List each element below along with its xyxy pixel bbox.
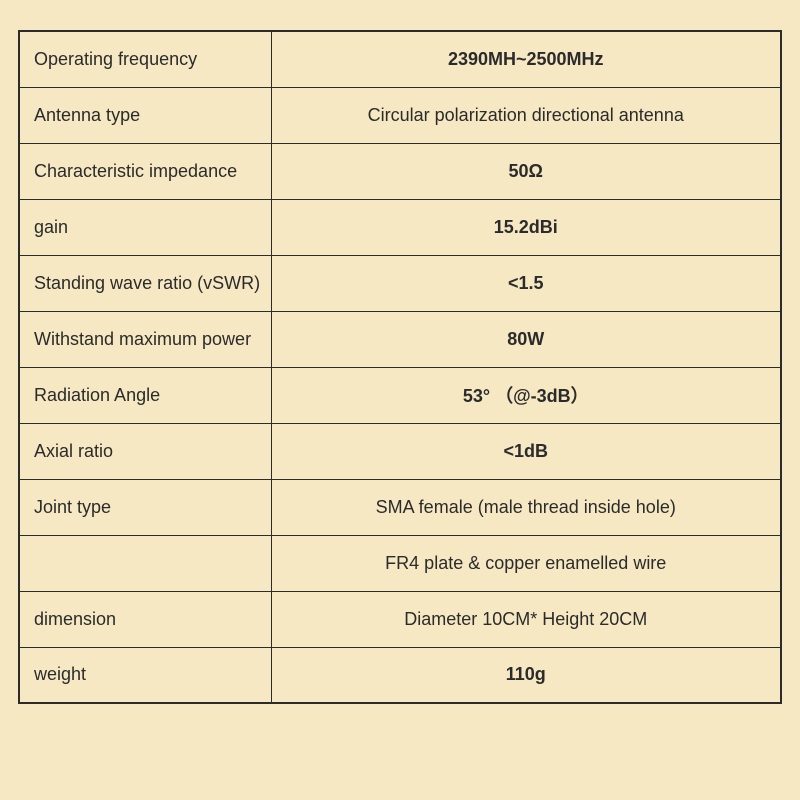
spec-label: Standing wave ratio (vSWR) bbox=[19, 255, 271, 311]
spec-label: Radiation Angle bbox=[19, 367, 271, 423]
table-row: Axial ratio <1dB bbox=[19, 423, 781, 479]
spec-value: FR4 plate & copper enamelled wire bbox=[271, 535, 781, 591]
spec-value: Diameter 10CM* Height 20CM bbox=[271, 591, 781, 647]
spec-label: Operating frequency bbox=[19, 31, 271, 87]
spec-label: gain bbox=[19, 199, 271, 255]
spec-value: <1dB bbox=[271, 423, 781, 479]
table-row: Standing wave ratio (vSWR) <1.5 bbox=[19, 255, 781, 311]
table-row: Antenna type Circular polarization direc… bbox=[19, 87, 781, 143]
spec-value: 50Ω bbox=[271, 143, 781, 199]
table-row: FR4 plate & copper enamelled wire bbox=[19, 535, 781, 591]
spec-label: weight bbox=[19, 647, 271, 703]
spec-label: Joint type bbox=[19, 479, 271, 535]
table-row: Characteristic impedance 50Ω bbox=[19, 143, 781, 199]
spec-value: SMA female (male thread inside hole) bbox=[271, 479, 781, 535]
spec-label: dimension bbox=[19, 591, 271, 647]
spec-value: 2390MH~2500MHz bbox=[271, 31, 781, 87]
spec-label: Withstand maximum power bbox=[19, 311, 271, 367]
table-row: Withstand maximum power 80W bbox=[19, 311, 781, 367]
table-row: Joint type SMA female (male thread insid… bbox=[19, 479, 781, 535]
spec-value: 53° （@-3dB） bbox=[271, 367, 781, 423]
table-row: gain 15.2dBi bbox=[19, 199, 781, 255]
spec-label: Antenna type bbox=[19, 87, 271, 143]
table-row: Radiation Angle 53° （@-3dB） bbox=[19, 367, 781, 423]
spec-value: 110g bbox=[271, 647, 781, 703]
specification-table: Operating frequency 2390MH~2500MHz Anten… bbox=[18, 30, 782, 704]
table-row: Operating frequency 2390MH~2500MHz bbox=[19, 31, 781, 87]
table-row: dimension Diameter 10CM* Height 20CM bbox=[19, 591, 781, 647]
spec-value: 80W bbox=[271, 311, 781, 367]
spec-table-body: Operating frequency 2390MH~2500MHz Anten… bbox=[19, 31, 781, 703]
spec-label: Characteristic impedance bbox=[19, 143, 271, 199]
spec-value: <1.5 bbox=[271, 255, 781, 311]
spec-label bbox=[19, 535, 271, 591]
spec-label: Axial ratio bbox=[19, 423, 271, 479]
spec-value: 15.2dBi bbox=[271, 199, 781, 255]
spec-value: Circular polarization directional antenn… bbox=[271, 87, 781, 143]
table-row: weight 110g bbox=[19, 647, 781, 703]
